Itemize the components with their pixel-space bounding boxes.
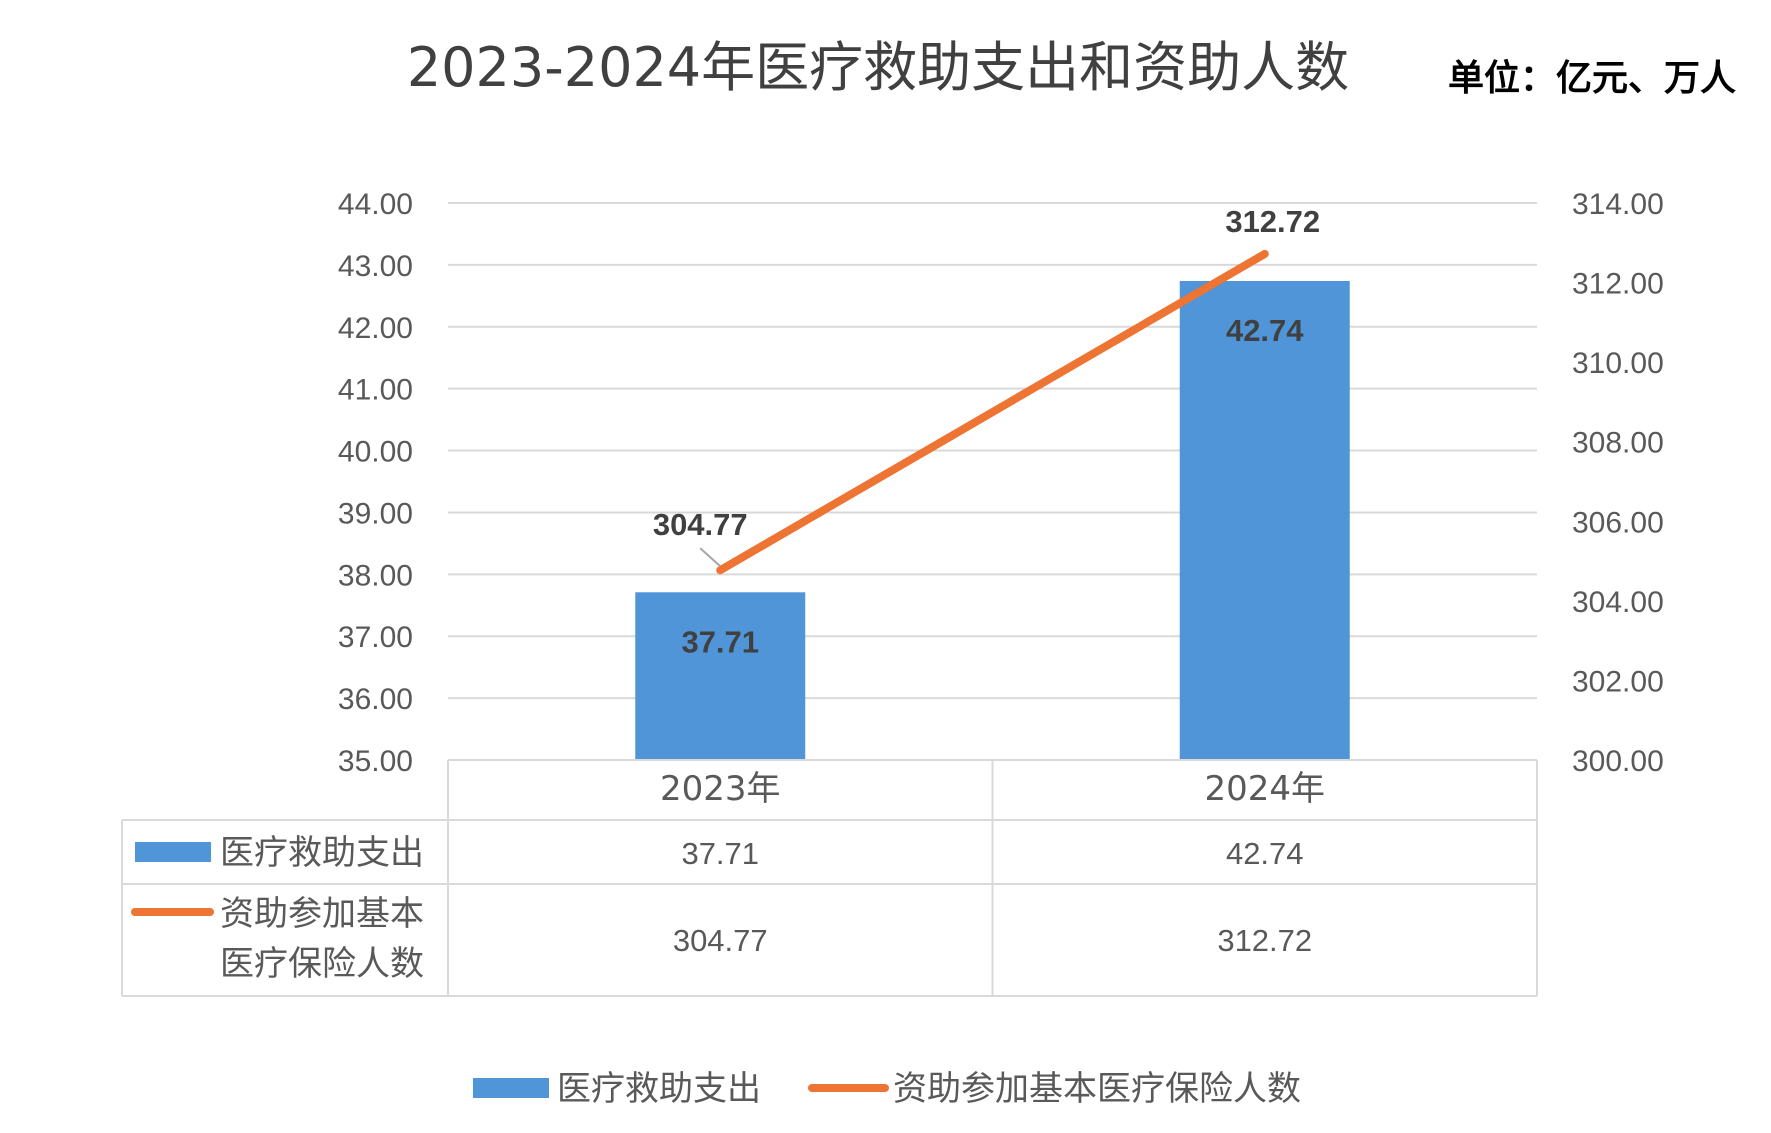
bar-series: 37.71 42.74 — [635, 280, 1350, 760]
table-legend-swatch-bar — [135, 842, 211, 862]
left-tick-label: 44.00 — [338, 188, 413, 221]
line-series: 304.77 312.72 — [653, 204, 1320, 575]
table-cell: 37.71 — [681, 836, 759, 871]
label-leader-line — [699, 547, 721, 567]
chart-title: 2023-2024年医疗救助支出和资助人数 — [407, 36, 1349, 99]
bar — [635, 592, 806, 760]
left-tick-label: 36.00 — [338, 683, 413, 716]
x-category-label: 2024年 — [1204, 769, 1325, 809]
left-tick-label: 40.00 — [338, 436, 413, 469]
left-tick-label: 43.00 — [338, 250, 413, 283]
table-row-label: 医疗救助支出 — [220, 833, 424, 873]
left-tick-label: 41.00 — [338, 374, 413, 407]
line-data-label: 312.72 — [1225, 204, 1320, 239]
bar — [1179, 280, 1350, 760]
table-cell: 42.74 — [1226, 836, 1304, 871]
bar-data-label: 42.74 — [1226, 313, 1304, 348]
unit-label: 单位：亿元、万人 — [1448, 58, 1736, 99]
right-tick-label: 314.00 — [1572, 188, 1664, 221]
legend-label: 资助参加基本医疗保险人数 — [893, 1069, 1301, 1109]
right-tick-label: 300.00 — [1572, 745, 1664, 778]
right-axis: 300.00 302.00 304.00 306.00 308.00 310.00 312.… — [1572, 188, 1664, 778]
left-tick-label: 39.00 — [338, 497, 413, 530]
grid — [448, 202, 1537, 700]
table-row-label: 资助参加基本 — [220, 894, 424, 934]
x-category-label: 2023年 — [660, 769, 781, 809]
left-tick-label: 42.00 — [338, 312, 413, 345]
left-axis: 35.00 36.00 37.00 38.00 39.00 40.00 41.00 42.00… — [338, 188, 413, 778]
bar-data-label: 37.71 — [681, 624, 759, 659]
right-tick-label: 310.00 — [1572, 347, 1664, 380]
line-data-label: 304.77 — [653, 507, 748, 542]
table-cell: 304.77 — [673, 923, 768, 958]
right-tick-label: 306.00 — [1572, 506, 1664, 539]
legend-label: 医疗救助支出 — [557, 1069, 761, 1109]
table-row-label: 医疗保险人数 — [220, 944, 424, 984]
data-table: 2023年 2024年医疗救助支出 37.71 42.74 资助参加基本医疗保险人数 30… — [121, 759, 1538, 997]
right-tick-label: 308.00 — [1572, 427, 1664, 460]
line-point — [1263, 252, 1266, 255]
left-tick-label: 37.00 — [338, 621, 413, 654]
line-point — [719, 569, 722, 572]
table-cell: 312.72 — [1217, 923, 1312, 958]
right-tick-label: 312.00 — [1572, 268, 1664, 301]
right-tick-label: 304.00 — [1572, 586, 1664, 619]
legend-swatch-bar — [473, 1078, 549, 1098]
right-tick-label: 302.00 — [1572, 665, 1664, 698]
legend: 医疗救助支出 资助参加基本医疗保险人数 — [473, 1069, 1301, 1109]
line-path — [716, 249, 1269, 575]
left-tick-label: 35.00 — [338, 745, 413, 778]
left-tick-label: 38.00 — [338, 559, 413, 592]
